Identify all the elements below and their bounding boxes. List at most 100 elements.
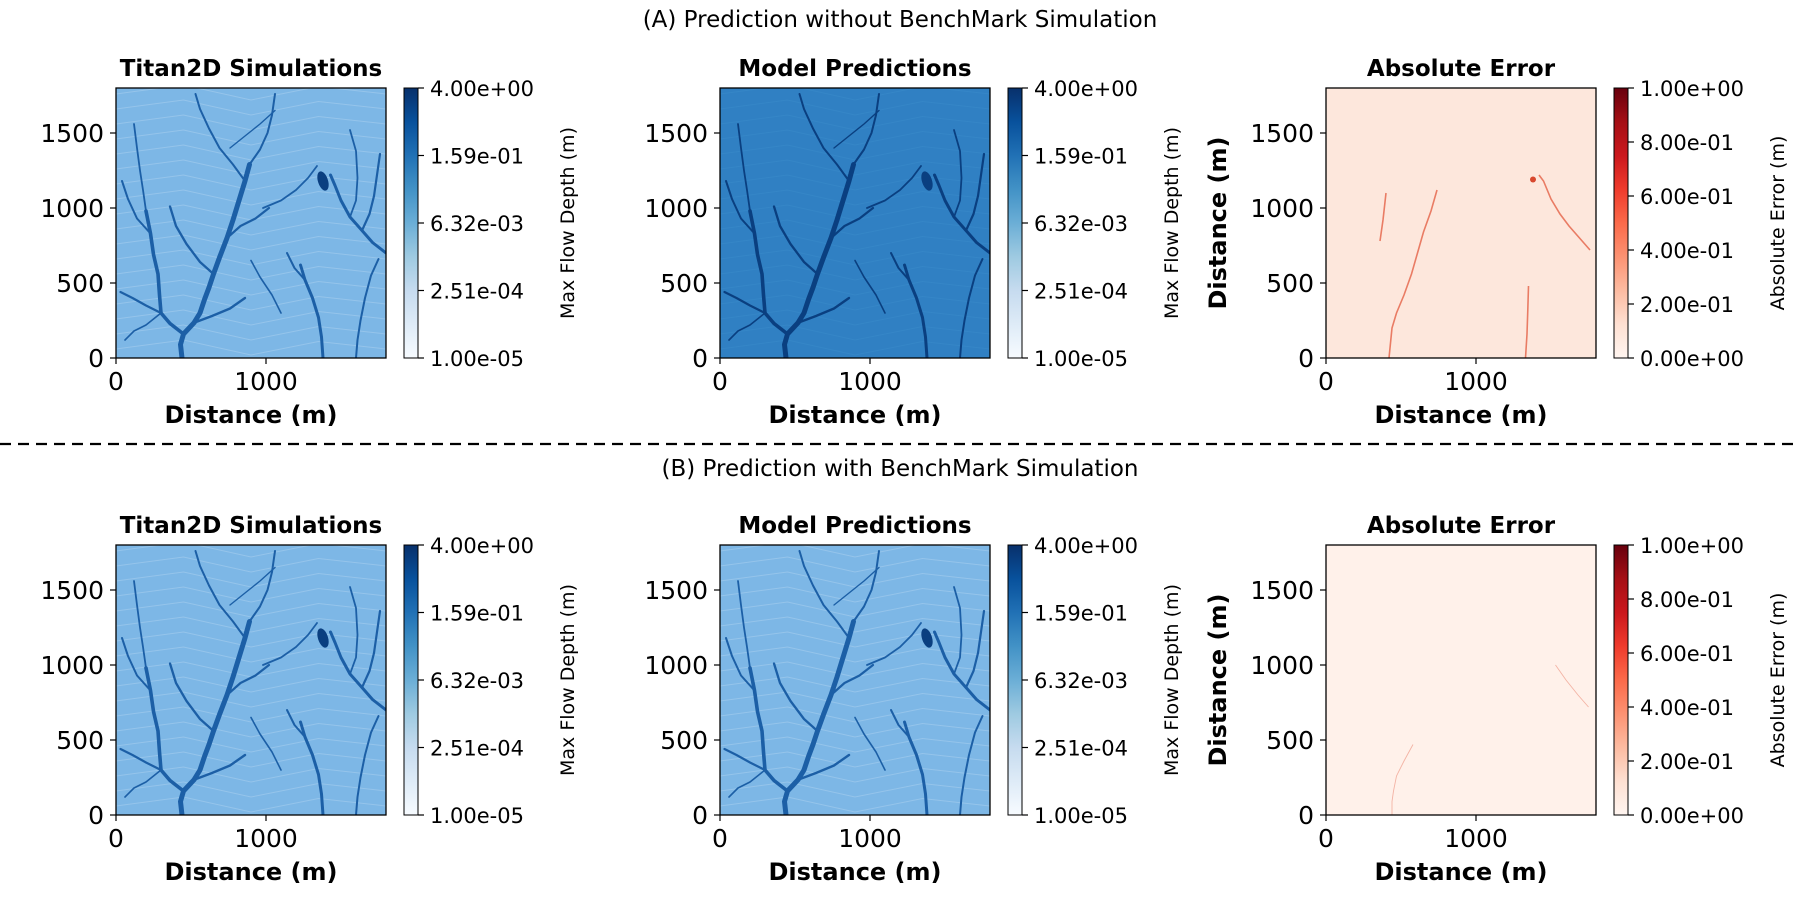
- x-axis-label: Distance (m): [165, 858, 338, 886]
- panel-title: Titan2D Simulations: [120, 513, 383, 539]
- ridge-line: [720, 706, 990, 723]
- ridge-line: [116, 174, 386, 191]
- colorbar-tick-label: 1.00e+00: [1640, 77, 1744, 101]
- x-tick-label: 1000: [1444, 824, 1508, 853]
- flow-pond: [921, 171, 933, 191]
- flow-channel: [833, 566, 880, 606]
- flow-channel: [250, 259, 282, 314]
- colorbar-tick-label: 1.00e-05: [430, 804, 524, 828]
- colorbar: [1007, 87, 1023, 359]
- flow-channel: [124, 769, 162, 798]
- flow-channel: [796, 753, 851, 781]
- flow-channel: [178, 619, 252, 815]
- y-tick-label: 1000: [40, 194, 104, 223]
- flow-channel: [119, 290, 163, 315]
- ridge-line: [720, 676, 990, 693]
- flow-channel: [959, 715, 984, 815]
- flow-channel: [829, 206, 875, 240]
- flow-channel: [737, 580, 751, 669]
- panel-a-2: Model Predictions 0 1000 0 500 1000 1500 Distan…: [644, 56, 1183, 429]
- panels: Titan2D Simulations 0 1000 0 500 1000 1500 Dist…: [40, 56, 1789, 886]
- plot-frame: [719, 544, 991, 816]
- flow-channel: [953, 586, 963, 675]
- flow-channel: [852, 550, 880, 623]
- colorbar-label: Absolute Error (m): [1767, 136, 1789, 311]
- flow-channel: [866, 622, 922, 666]
- y-tick-label: 1500: [644, 119, 708, 148]
- ridge-line: [720, 646, 990, 663]
- flow-channel: [798, 550, 850, 639]
- ridge-line: [116, 601, 386, 618]
- flow-channel: [121, 637, 152, 692]
- y-tick-label: 0: [1298, 344, 1314, 373]
- y-tick-label: 500: [660, 269, 708, 298]
- x-axis-label: Distance (m): [165, 401, 338, 429]
- heatmap-image: [720, 88, 990, 358]
- ridge-line: [116, 571, 386, 588]
- colorbar-tick-label: 1.59e-01: [430, 602, 524, 626]
- colorbar-tick-label: 2.00e-01: [1640, 293, 1734, 317]
- panel-title: Absolute Error: [1367, 513, 1556, 539]
- colorbar-tick-label: 6.00e-01: [1640, 642, 1734, 666]
- colorbar-tick-label: 8.00e-01: [1640, 588, 1734, 612]
- row-a-title: (A) Prediction without BenchMark Simulat…: [643, 7, 1158, 33]
- flow-channel: [124, 312, 162, 341]
- flow-channel: [964, 152, 986, 232]
- flow-channel: [890, 252, 910, 281]
- colorbar-tick-label: 4.00e+00: [1034, 534, 1138, 558]
- flow-channel: [192, 753, 247, 781]
- flow-channel: [829, 663, 875, 697]
- flow-channel: [725, 637, 756, 692]
- flow-channel: [748, 209, 790, 336]
- ridge-line: [720, 174, 990, 191]
- ridge-line: [720, 736, 990, 753]
- panel-a-1: Titan2D Simulations 0 1000 0 500 1000 1500 Dist…: [40, 56, 579, 429]
- ridge-line: [720, 796, 990, 813]
- ridge-line: [116, 88, 386, 101]
- y-tick-label: 500: [56, 726, 104, 755]
- x-axis-label: Distance (m): [769, 401, 942, 429]
- y-tick-label: 1000: [40, 651, 104, 680]
- flow-channel: [286, 252, 306, 281]
- y-tick-label: 1500: [40, 119, 104, 148]
- ridge-line: [116, 545, 386, 558]
- ridge-line: [116, 324, 386, 341]
- flow-channel: [854, 259, 886, 314]
- colorbar-tick-label: 4.00e+00: [430, 77, 534, 101]
- colorbar-tick-label: 8.00e-01: [1640, 131, 1734, 155]
- ridge-line: [116, 736, 386, 753]
- colorbar-tick-label: 1.00e-05: [1034, 347, 1128, 371]
- error-trace: [1555, 664, 1589, 708]
- flow-channel: [796, 296, 851, 324]
- flow-channel: [360, 152, 382, 232]
- flow-channel: [798, 93, 850, 182]
- x-tick-label: 0: [712, 824, 728, 853]
- ridge-line: [116, 676, 386, 693]
- ridge-line: [720, 721, 990, 738]
- ridge-line: [116, 99, 386, 116]
- colorbar-tick-label: 1.00e-05: [430, 347, 524, 371]
- flow-channel: [119, 747, 163, 772]
- panel-title: Titan2D Simulations: [120, 56, 383, 82]
- flow-channel: [953, 129, 963, 218]
- y-axis-label: Distance (m): [1204, 137, 1232, 310]
- flow-channel: [349, 586, 359, 675]
- flow-channel: [725, 180, 756, 235]
- x-tick-label: 1000: [234, 367, 298, 396]
- flow-channel: [225, 663, 271, 697]
- ridge-line: [720, 189, 990, 206]
- flow-channel: [178, 162, 252, 358]
- colorbar-tick-label: 6.00e-01: [1640, 185, 1734, 209]
- colorbar-tick-label: 0.00e+00: [1640, 804, 1744, 828]
- y-tick-label: 0: [88, 801, 104, 830]
- panel-title: Absolute Error: [1367, 56, 1556, 82]
- colorbar-tick-label: 4.00e+00: [1034, 77, 1138, 101]
- panel-b-3: Absolute Error 0 1000 0 500 1000 1500 Distance …: [1204, 513, 1789, 886]
- x-tick-label: 1000: [1444, 367, 1508, 396]
- x-tick-label: 0: [108, 367, 124, 396]
- ridge-line: [116, 556, 386, 573]
- flow-channel: [890, 709, 910, 738]
- flow-channel: [728, 769, 766, 798]
- y-tick-label: 0: [692, 801, 708, 830]
